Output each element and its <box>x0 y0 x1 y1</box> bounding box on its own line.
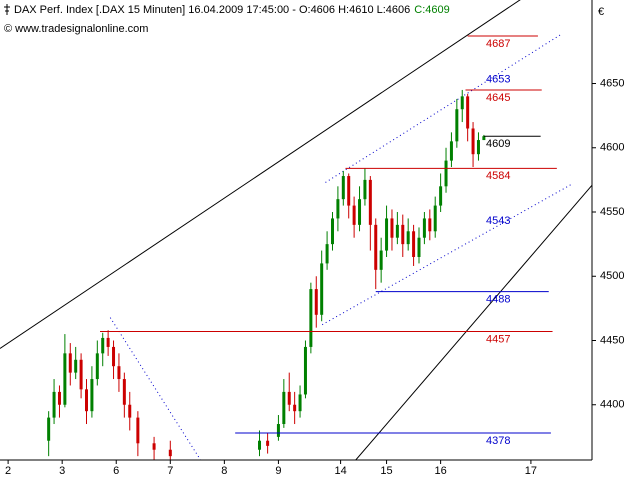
y-tick-label: 4450 <box>600 334 624 346</box>
candle-body <box>368 179 372 225</box>
level-label: 4488 <box>486 294 510 306</box>
candle-body <box>74 359 78 373</box>
candle-body <box>471 128 475 155</box>
price-label: 4543 <box>486 215 510 227</box>
price-label: 4653 <box>486 74 510 86</box>
y-tick-label: 4500 <box>600 270 624 282</box>
y-tick-label: 4600 <box>600 142 624 154</box>
plot-area: 4687 4645 4609 4584 4488 4457 4378 4653 4543 <box>0 0 592 460</box>
level-label: 4609 <box>486 138 510 150</box>
trend-line <box>0 0 521 349</box>
x-tick-label: 17 <box>525 465 537 477</box>
x-tick-label: 8 <box>221 465 227 477</box>
candle-body <box>439 186 443 206</box>
candle-body <box>122 379 126 405</box>
source: © www.tradesignalonline.com <box>4 23 148 35</box>
candle-body <box>152 443 156 450</box>
candle-body <box>406 231 410 245</box>
currency: € <box>598 6 604 18</box>
level-label: 4687 <box>486 38 510 50</box>
x-tick-label: 15 <box>380 465 392 477</box>
trend-line <box>355 184 592 460</box>
x-tick-label: 7 <box>167 465 173 477</box>
last-close: C:4609 <box>414 4 449 16</box>
candle-body <box>482 136 486 141</box>
candle-body <box>347 176 351 206</box>
candle-body <box>341 176 345 200</box>
x-tick-label: 2 <box>5 465 11 477</box>
x-tick-label: 9 <box>275 465 281 477</box>
candle-body <box>293 404 297 412</box>
candle-body <box>106 337 110 347</box>
candle-body <box>395 224 399 238</box>
candle-body <box>282 391 286 425</box>
candle-body <box>136 417 140 444</box>
candle-body <box>101 337 105 354</box>
x-tick-label: 16 <box>434 465 446 477</box>
candle-body <box>352 205 356 225</box>
candle-body <box>112 346 116 367</box>
candle-body <box>90 379 94 412</box>
candle-body <box>379 250 383 270</box>
candle-body <box>303 346 307 395</box>
candle-body <box>385 218 389 251</box>
candle-body <box>390 218 394 238</box>
candle-body <box>298 394 302 412</box>
candle-body <box>95 353 99 380</box>
candle-body <box>412 231 416 257</box>
level-label: 4378 <box>486 435 510 447</box>
level-label: 4645 <box>486 92 510 104</box>
candle-body <box>258 440 262 450</box>
candle-body <box>455 109 459 142</box>
candle-body <box>336 199 340 219</box>
candle-body <box>266 440 270 446</box>
candle-body <box>449 141 453 161</box>
candle-body <box>422 218 426 238</box>
candle-body <box>52 391 56 418</box>
candle-body <box>168 449 172 457</box>
candle-body <box>428 218 432 232</box>
y-tick-label: 4400 <box>600 399 624 411</box>
chart-title: DAX Perf. Index [.DAX 15 Minuten] 16.04.… <box>14 4 410 16</box>
candle-body <box>63 353 67 405</box>
candle-body <box>460 96 464 110</box>
candle-body <box>79 359 83 390</box>
candle-body <box>117 366 121 380</box>
candle-body <box>320 263 324 315</box>
candle-body <box>314 289 318 315</box>
candle-body <box>358 199 362 225</box>
y-tick-label: 4650 <box>600 77 624 89</box>
candle-body <box>363 179 367 200</box>
candle-body <box>287 391 291 405</box>
candle-body <box>433 205 437 232</box>
candle-body <box>47 417 51 441</box>
candle-body <box>466 96 470 129</box>
x-tick-label: 6 <box>113 465 119 477</box>
trend-line <box>109 317 201 460</box>
indicator-icon <box>4 4 10 15</box>
candle-body <box>57 391 61 405</box>
candle-body <box>401 224 405 245</box>
candle-body <box>128 404 132 418</box>
y-tick-label: 4550 <box>600 206 624 218</box>
candle-body <box>476 140 480 155</box>
candle-body <box>309 289 313 347</box>
candle-body <box>374 224 378 270</box>
candle-body <box>276 424 280 437</box>
candle-body <box>85 389 89 412</box>
candle-body <box>417 237 421 257</box>
level-label: 4584 <box>486 170 510 182</box>
level-label: 4457 <box>486 333 510 345</box>
candle-body <box>325 244 329 264</box>
x-tick-label: 3 <box>59 465 65 477</box>
candle-body <box>68 353 72 373</box>
x-tick-label: 14 <box>334 465 346 477</box>
candle-body <box>444 160 448 187</box>
candle-body <box>330 218 334 245</box>
